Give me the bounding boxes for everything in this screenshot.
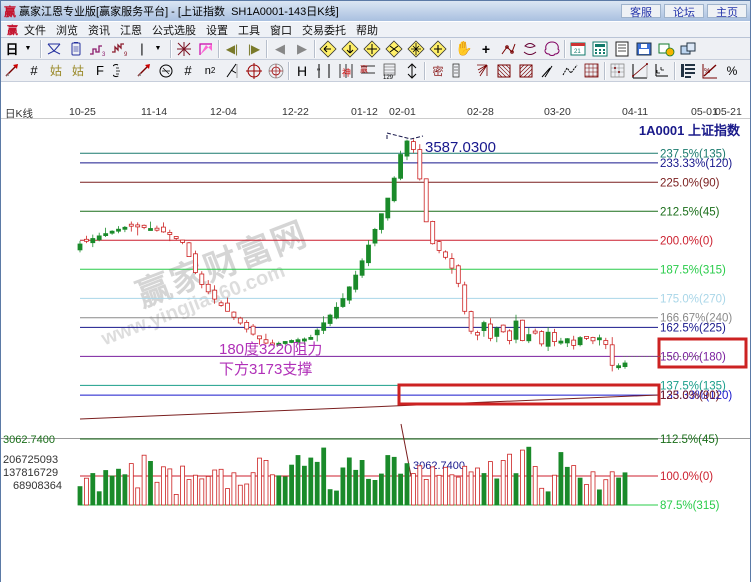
svg-text:233.33%(120): 233.33%(120) — [660, 158, 732, 170]
svg-text:162.5%(225): 162.5%(225) — [660, 322, 726, 334]
svg-text:137816729: 137816729 — [3, 467, 58, 479]
svg-text:100.0%(0): 100.0%(0) — [660, 471, 713, 483]
svg-text:206725093: 206725093 — [3, 454, 58, 466]
svg-text:180度3220阻力: 180度3220阻力 — [219, 341, 322, 358]
svg-text:9: 9 — [124, 52, 128, 57]
svg-text:125.0%(90): 125.0%(90) — [660, 390, 720, 402]
svg-text:212.5%(45): 212.5%(45) — [660, 206, 720, 218]
svg-text:112.5%(45): 112.5%(45) — [660, 434, 719, 446]
svg-text:175.0%(270): 175.0%(270) — [660, 293, 726, 305]
svg-text:下方3173支撑: 下方3173支撑 — [219, 361, 312, 378]
svg-text:神: 神 — [342, 67, 351, 78]
svg-text:3587.0300: 3587.0300 — [425, 139, 496, 156]
svg-text:225.0%(90): 225.0%(90) — [660, 177, 720, 189]
svg-text:3062.7400: 3062.7400 — [3, 434, 55, 446]
svg-text:": " — [317, 67, 320, 77]
svg-text:赢: 赢 — [360, 64, 368, 74]
svg-text:%: % — [704, 68, 710, 75]
svg-text:129: 129 — [383, 75, 394, 80]
svg-text:150.0%(180): 150.0%(180) — [660, 351, 726, 363]
svg-text:21: 21 — [574, 49, 581, 55]
svg-text:3: 3 — [102, 52, 106, 57]
svg-text:200.0%(0): 200.0%(0) — [660, 235, 713, 247]
svg-text:68908364: 68908364 — [13, 480, 62, 492]
svg-text:187.5%(315): 187.5%(315) — [660, 264, 726, 276]
